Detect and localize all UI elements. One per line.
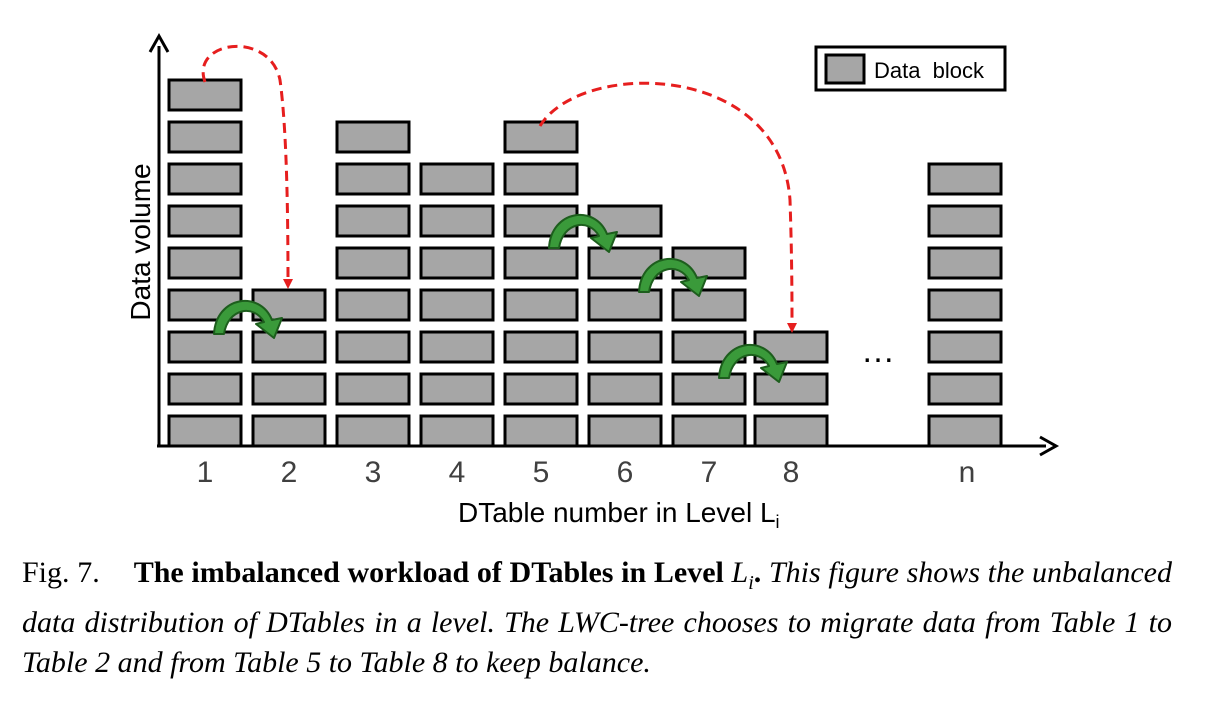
data-block [927, 288, 1003, 322]
dtable-column-n [927, 162, 1003, 448]
data-block [167, 414, 243, 448]
data-block [251, 414, 327, 448]
dtable-column-4 [419, 162, 495, 448]
data-block [335, 204, 411, 238]
column-label-4: 4 [449, 456, 466, 489]
figure-caption: Fig. 7. The imbalanced workload of DTable… [22, 553, 1172, 683]
data-block [335, 288, 411, 322]
data-block [503, 162, 579, 196]
data-block [927, 330, 1003, 364]
shift-arrow-col6 [638, 258, 708, 297]
data-block [335, 372, 411, 406]
data-block [335, 120, 411, 154]
dtable-stacks [167, 78, 1003, 448]
dtable-column-6 [587, 204, 663, 448]
data-block [503, 120, 579, 154]
column-labels: 1 2 3 4 5 6 7 8 n [197, 456, 976, 489]
column-label-2: 2 [281, 456, 298, 489]
legend-label: Data block [874, 58, 985, 83]
migration-arrow-5-to-8 [538, 81, 797, 333]
column-label-n: n [959, 456, 976, 489]
migration-arrow-1-to-2 [201, 45, 293, 289]
caption-description: This figure shows the unbalanced data di… [22, 556, 1172, 679]
data-block [503, 414, 579, 448]
legend: Data block [814, 45, 1007, 92]
ellipsis: … [861, 332, 895, 370]
data-block [927, 246, 1003, 280]
x-axis-label: DTable number in Level Li [458, 497, 780, 532]
data-block [419, 414, 495, 448]
data-block [251, 330, 327, 364]
data-block [503, 246, 579, 280]
data-block [419, 288, 495, 322]
block-shift-arrows [213, 214, 788, 383]
data-distribution-diagram: Data volume DTable number in Level Li 1 2… [125, 32, 1060, 532]
y-axis-arrowhead [148, 32, 170, 53]
data-block [335, 162, 411, 196]
legend-swatch [824, 53, 866, 85]
data-block [503, 372, 579, 406]
column-label-7: 7 [701, 456, 718, 489]
y-axis-label: Data volume [125, 163, 156, 320]
data-block [335, 414, 411, 448]
dtable-column-3 [335, 120, 411, 448]
caption-math: Li [731, 556, 754, 594]
dtable-column-1 [167, 78, 243, 448]
data-block [419, 246, 495, 280]
data-block [671, 288, 747, 322]
data-block [587, 288, 663, 322]
data-block [587, 414, 663, 448]
data-block [753, 414, 829, 448]
column-label-5: 5 [533, 456, 550, 489]
shift-arrow-col7 [718, 344, 788, 383]
data-block [927, 204, 1003, 238]
data-block [335, 246, 411, 280]
data-block [251, 372, 327, 406]
column-label-8: 8 [783, 456, 800, 489]
dtable-column-8 [753, 330, 829, 448]
shift-arrow-col5 [548, 214, 618, 253]
data-block [167, 120, 243, 154]
column-label-1: 1 [197, 456, 214, 489]
data-block [503, 330, 579, 364]
data-block [927, 414, 1003, 448]
shift-arrow-col1 [213, 300, 283, 339]
data-block [419, 372, 495, 406]
data-block [753, 372, 829, 406]
data-block [419, 204, 495, 238]
dtable-column-7 [671, 246, 747, 448]
dtable-column-5 [503, 120, 579, 448]
data-block [587, 330, 663, 364]
data-block [927, 372, 1003, 406]
caption-label: Fig. 7. [22, 556, 100, 589]
data-block [167, 246, 243, 280]
x-axis-arrowhead [1039, 435, 1060, 457]
data-block [167, 372, 243, 406]
column-label-3: 3 [365, 456, 382, 489]
data-block [167, 78, 243, 112]
column-label-6: 6 [617, 456, 634, 489]
data-block [671, 414, 747, 448]
caption-title: The imbalanced workload of DTables in Le… [133, 556, 762, 594]
data-block [587, 372, 663, 406]
data-block [167, 204, 243, 238]
data-block [167, 162, 243, 196]
data-block [335, 330, 411, 364]
data-block [167, 330, 243, 364]
data-block [503, 288, 579, 322]
data-block [671, 372, 747, 406]
data-block [419, 162, 495, 196]
data-block [419, 330, 495, 364]
data-block [927, 162, 1003, 196]
